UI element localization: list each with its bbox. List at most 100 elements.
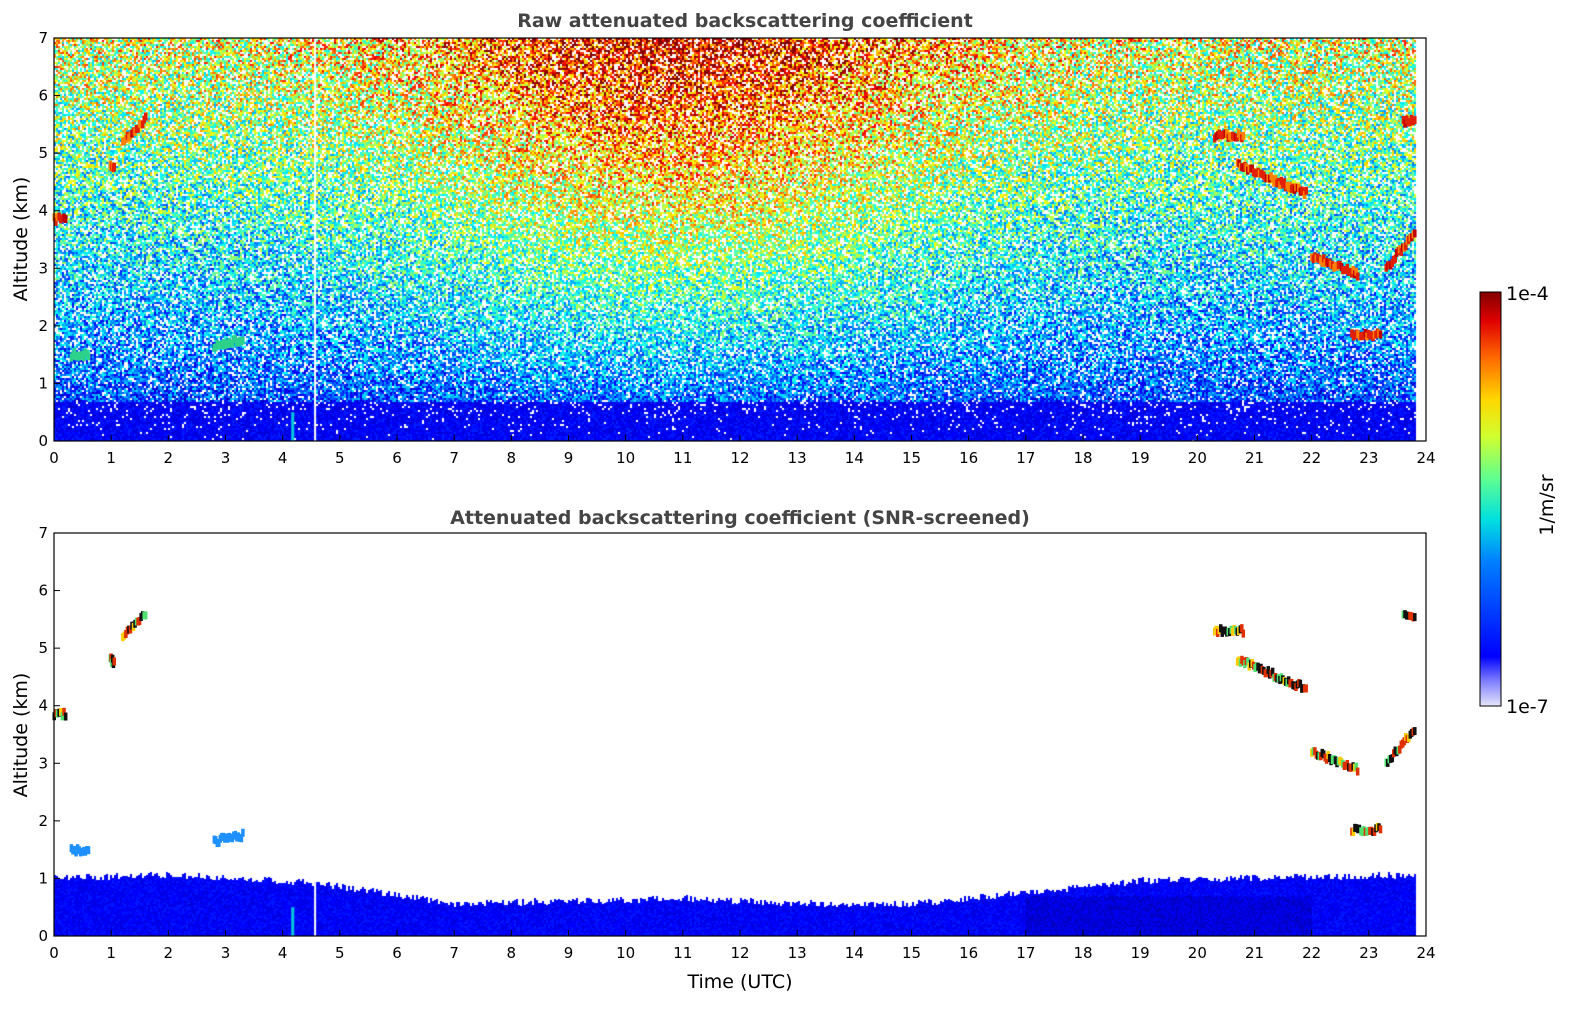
- cloud-mark: [1219, 624, 1223, 633]
- x-tick-label: 0: [49, 944, 59, 962]
- raw-panel-title: Raw attenuated backscattering coefficien…: [517, 10, 973, 32]
- x-tick-label: 23: [1359, 449, 1378, 467]
- x-axis-label: Time (UTC): [686, 971, 792, 993]
- cloud-mark: [241, 828, 245, 837]
- y-tick-label: 3: [38, 259, 48, 277]
- x-tick-label: 20: [1188, 449, 1207, 467]
- cloud-mark: [63, 214, 68, 223]
- snr-y-axis-label: Altitude (km): [10, 673, 32, 798]
- raw-backscatter-panel: Raw attenuated backscattering coefficien…: [10, 10, 1436, 467]
- cloud-mark: [1378, 825, 1383, 834]
- x-tick-label: 9: [564, 944, 574, 962]
- cloud-mark: [1270, 174, 1275, 183]
- cloud-mark: [143, 112, 148, 121]
- cloud-mark: [1351, 828, 1356, 837]
- x-tick-label: 15: [902, 449, 921, 467]
- x-tick-label: 21: [1245, 449, 1264, 467]
- x-tick-label: 1: [106, 944, 116, 962]
- cloud-mark: [230, 339, 235, 348]
- cloud-mark: [1302, 190, 1307, 199]
- cloud-mark: [1390, 754, 1395, 763]
- cloud-mark: [1324, 755, 1329, 764]
- heatmap-field: [54, 38, 1426, 441]
- x-tick-label: 22: [1302, 944, 1321, 962]
- cloud-mark: [1402, 737, 1407, 746]
- cloud-mark: [1225, 129, 1229, 138]
- x-tick-label: 0: [49, 449, 59, 467]
- x-tick-label: 13: [788, 449, 807, 467]
- y-tick-label: 7: [38, 29, 48, 47]
- y-tick-label: 0: [38, 927, 48, 945]
- snr-y-axis: 0 1 2 3 4 5 6 7: [38, 524, 60, 945]
- y-tick-label: 2: [38, 317, 48, 335]
- x-tick-label: 12: [730, 449, 749, 467]
- cloud-mark: [86, 846, 91, 855]
- y-tick-label: 6: [38, 582, 48, 600]
- snr-panel-title: Attenuated backscattering coefficient (S…: [450, 507, 1030, 529]
- y-tick-label: 2: [38, 812, 48, 830]
- cloud-mark: [137, 616, 142, 625]
- x-tick-label: 7: [449, 449, 459, 467]
- x-tick-label: 14: [845, 449, 864, 467]
- x-tick-label: 6: [392, 449, 402, 467]
- x-tick-label: 4: [278, 449, 288, 467]
- cloud-mark: [1304, 186, 1308, 195]
- y-tick-label: 6: [38, 87, 48, 105]
- cloud-mark: [1304, 684, 1308, 693]
- cloud-mark: [62, 707, 66, 716]
- colorbar-gradient: [1479, 291, 1502, 707]
- y-tick-label: 5: [38, 639, 48, 657]
- cloud-mark: [143, 611, 148, 620]
- x-tick-label: 17: [1016, 449, 1035, 467]
- cloud-mark: [59, 707, 63, 716]
- colorbar-unit-label: 1/m/sr: [1536, 474, 1558, 535]
- x-tick-label: 10: [616, 449, 635, 467]
- x-tick-label: 19: [1131, 944, 1150, 962]
- snr-x-axis: 0 1 2 3 4 5 6 7 8 9 10 11 12 13 14 15 16 17 18 19 20 21 22 23 24: [49, 930, 1436, 962]
- cloud-mark: [1378, 330, 1383, 339]
- raw-x-axis: 0 1 2 3 4 5 6 7 8 9 10 11 12 13 14 15 16 17 18 19 20 21 22 23 24: [49, 435, 1436, 467]
- cloud-mark: [1278, 181, 1282, 190]
- cloud-mark: [1355, 767, 1360, 776]
- cloud-mark: [1246, 657, 1250, 666]
- raw-y-axis: 0 1 2 3 4 5 6 7: [38, 29, 60, 450]
- cloud-mark: [54, 217, 58, 226]
- x-tick-label: 10: [616, 944, 635, 962]
- cloud-mark: [1240, 624, 1244, 633]
- x-tick-label: 7: [449, 944, 459, 962]
- x-tick-label: 8: [507, 449, 517, 467]
- cloud-mark: [1282, 178, 1287, 187]
- x-tick-label: 22: [1302, 449, 1321, 467]
- x-tick-label: 16: [959, 449, 978, 467]
- y-tick-label: 1: [38, 869, 48, 887]
- cloud-mark: [1413, 116, 1417, 125]
- cloud-mark: [1413, 613, 1417, 622]
- cloud-mark: [63, 712, 68, 721]
- cloud-mark: [140, 120, 145, 129]
- x-tick-label: 2: [164, 944, 174, 962]
- cloud-mark: [82, 353, 86, 362]
- y-tick-label: 4: [38, 697, 48, 715]
- cloud-mark: [1345, 263, 1350, 272]
- cloud-mark: [1399, 247, 1404, 256]
- x-tick-label: 15: [902, 944, 921, 962]
- cloud-mark: [60, 712, 65, 721]
- raw-y-axis-label: Altitude (km): [10, 177, 32, 302]
- x-tick-label: 8: [507, 944, 517, 962]
- x-tick-label: 18: [1073, 449, 1092, 467]
- cloud-mark: [1354, 267, 1358, 276]
- cloud-mark: [1270, 667, 1275, 676]
- x-tick-label: 12: [730, 944, 749, 962]
- x-tick-label: 19: [1131, 449, 1150, 467]
- cloud-mark: [1241, 629, 1246, 638]
- cloud-mark: [1404, 242, 1408, 251]
- cloud-mark: [1398, 745, 1402, 754]
- cloud-mark: [1241, 131, 1246, 140]
- x-tick-label: 11: [673, 449, 692, 467]
- cloud-mark: [1403, 119, 1407, 128]
- x-tick-label: 21: [1245, 944, 1264, 962]
- cloud-mark: [112, 657, 117, 666]
- x-tick-label: 18: [1073, 944, 1092, 962]
- y-tick-label: 3: [38, 754, 48, 772]
